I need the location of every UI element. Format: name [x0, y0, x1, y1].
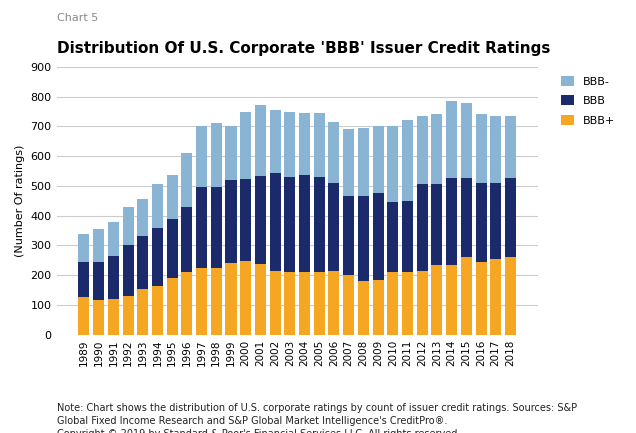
Bar: [137, 199, 148, 236]
Bar: [314, 272, 325, 335]
Bar: [123, 207, 134, 246]
Bar: [255, 105, 266, 176]
Bar: [240, 112, 251, 179]
Bar: [461, 178, 472, 257]
Bar: [152, 286, 163, 335]
Bar: [505, 257, 516, 335]
Bar: [270, 172, 280, 271]
Bar: [476, 262, 487, 335]
Bar: [358, 281, 369, 335]
Bar: [476, 183, 487, 262]
Bar: [446, 265, 457, 335]
Bar: [461, 103, 472, 178]
Bar: [78, 297, 90, 335]
Bar: [78, 262, 90, 297]
Bar: [93, 301, 104, 335]
Bar: [196, 187, 207, 268]
Bar: [431, 184, 443, 265]
Legend: BBB-, BBB, BBB+: BBB-, BBB, BBB+: [558, 72, 619, 129]
Bar: [240, 179, 251, 261]
Bar: [181, 207, 193, 272]
Bar: [123, 246, 134, 296]
Bar: [490, 116, 501, 183]
Bar: [181, 272, 193, 335]
Bar: [328, 122, 340, 183]
Bar: [402, 201, 413, 272]
Bar: [93, 262, 104, 301]
Bar: [167, 219, 177, 278]
Bar: [417, 184, 428, 271]
Bar: [240, 261, 251, 335]
Bar: [431, 265, 443, 335]
Bar: [476, 114, 487, 183]
Bar: [284, 272, 295, 335]
Bar: [358, 128, 369, 196]
Bar: [270, 110, 280, 172]
Bar: [417, 271, 428, 335]
Bar: [123, 296, 134, 335]
Bar: [152, 184, 163, 228]
Bar: [505, 116, 516, 178]
Bar: [211, 123, 222, 187]
Bar: [461, 257, 472, 335]
Bar: [299, 113, 310, 175]
Bar: [373, 126, 384, 194]
Bar: [284, 177, 295, 272]
Bar: [446, 101, 457, 178]
Bar: [211, 187, 222, 268]
Bar: [152, 228, 163, 286]
Bar: [78, 233, 90, 262]
Bar: [387, 272, 398, 335]
Bar: [93, 229, 104, 262]
Bar: [490, 259, 501, 335]
Bar: [417, 116, 428, 184]
Bar: [196, 126, 207, 187]
Text: Global Fixed Income Research and S&P Global Market Intelligence's CreditPro®.: Global Fixed Income Research and S&P Glo…: [57, 416, 448, 426]
Bar: [358, 196, 369, 281]
Bar: [343, 129, 354, 196]
Bar: [255, 264, 266, 335]
Bar: [299, 175, 310, 272]
Bar: [196, 268, 207, 335]
Bar: [446, 178, 457, 265]
Bar: [387, 202, 398, 272]
Bar: [284, 112, 295, 177]
Bar: [108, 222, 119, 256]
Bar: [226, 180, 237, 263]
Text: Note: Chart shows the distribution of U.S. corporate ratings by count of issuer : Note: Chart shows the distribution of U.…: [57, 403, 577, 413]
Bar: [137, 288, 148, 335]
Bar: [343, 196, 354, 275]
Bar: [108, 256, 119, 299]
Bar: [226, 263, 237, 335]
Text: Chart 5: Chart 5: [57, 13, 99, 23]
Bar: [402, 272, 413, 335]
Text: Copyright © 2019 by Standard & Poor's Financial Services LLC. All rights reserve: Copyright © 2019 by Standard & Poor's Fi…: [57, 429, 460, 433]
Bar: [226, 126, 237, 180]
Bar: [328, 183, 340, 271]
Bar: [137, 236, 148, 288]
Bar: [328, 271, 340, 335]
Bar: [255, 176, 266, 264]
Bar: [505, 178, 516, 257]
Bar: [373, 194, 384, 280]
Bar: [314, 177, 325, 272]
Bar: [270, 271, 280, 335]
Bar: [167, 175, 177, 219]
Bar: [373, 280, 384, 335]
Bar: [167, 278, 177, 335]
Bar: [431, 114, 443, 184]
Bar: [343, 275, 354, 335]
Y-axis label: (Number Of ratings): (Number Of ratings): [15, 145, 25, 257]
Bar: [108, 299, 119, 335]
Bar: [387, 126, 398, 202]
Bar: [211, 268, 222, 335]
Bar: [402, 120, 413, 201]
Text: Distribution Of U.S. Corporate 'BBB' Issuer Credit Ratings: Distribution Of U.S. Corporate 'BBB' Iss…: [57, 41, 550, 56]
Bar: [299, 272, 310, 335]
Bar: [181, 153, 193, 207]
Bar: [314, 113, 325, 177]
Bar: [490, 183, 501, 259]
